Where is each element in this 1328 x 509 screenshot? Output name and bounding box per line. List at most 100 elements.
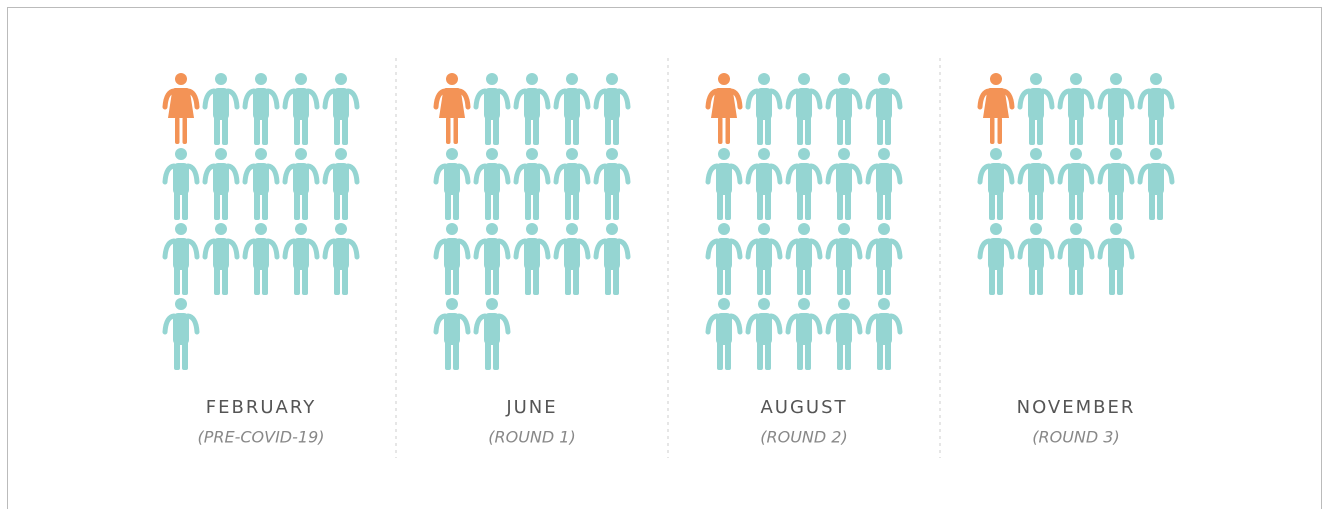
icon-leg — [725, 117, 730, 144]
icon-leg — [725, 265, 731, 295]
icon-leg — [182, 340, 188, 370]
person-icon — [977, 223, 1015, 295]
icon-head — [526, 73, 538, 85]
icon-arm — [496, 313, 511, 335]
icon-leg — [254, 115, 260, 145]
icon-head — [878, 223, 890, 235]
icon-arm — [162, 313, 177, 335]
icon-torso — [1028, 163, 1044, 195]
person-icon — [865, 73, 903, 145]
icon-leg — [797, 115, 803, 145]
icon-head — [255, 148, 267, 160]
icon-leg — [182, 190, 188, 220]
icon-torso — [756, 313, 772, 345]
icon-leg — [797, 265, 803, 295]
icon-head — [255, 73, 267, 85]
icon-head — [1030, 73, 1042, 85]
icon-arm — [576, 163, 591, 185]
icon-torso — [333, 238, 349, 270]
icon-torso — [213, 163, 229, 195]
icon-leg — [877, 265, 883, 295]
icon-head — [718, 223, 730, 235]
person-icon — [282, 223, 320, 295]
icon-torso — [1108, 88, 1124, 120]
person-icon — [1017, 73, 1055, 145]
icon-leg — [453, 117, 458, 144]
icon-arm — [768, 163, 783, 185]
icon-leg — [485, 190, 491, 220]
icon-head — [878, 298, 890, 310]
category-label: NOVEMBER — [1017, 397, 1136, 418]
icon-arm — [888, 238, 903, 260]
icon-leg — [446, 117, 451, 144]
icon-arm — [473, 313, 488, 335]
icon-arm — [496, 88, 511, 110]
icon-leg — [1117, 190, 1123, 220]
icon-leg — [453, 265, 459, 295]
icon-arm — [162, 238, 177, 260]
icon-leg — [485, 265, 491, 295]
person-icon — [322, 73, 360, 145]
icon-arm — [848, 163, 863, 185]
icon-leg — [573, 115, 579, 145]
icon-torso — [1028, 88, 1044, 120]
person-icon — [1097, 223, 1135, 295]
icon-head — [990, 223, 1002, 235]
icon-arm — [1040, 238, 1055, 260]
person-icon — [513, 223, 551, 295]
icon-arm — [225, 163, 240, 185]
icon-head — [718, 298, 730, 310]
icon-arm — [225, 88, 240, 110]
person-icon — [785, 223, 823, 295]
icon-head — [255, 223, 267, 235]
icon-leg — [837, 115, 843, 145]
icon-leg — [485, 340, 491, 370]
icon-torso — [253, 88, 269, 120]
icon-torso — [1068, 88, 1084, 120]
icon-arm — [745, 163, 760, 185]
icon-leg — [605, 190, 611, 220]
icon-head — [446, 223, 458, 235]
icon-arm — [1097, 163, 1112, 185]
icon-head — [838, 148, 850, 160]
icon-torso — [333, 88, 349, 120]
icon-head — [526, 223, 538, 235]
icon-torso — [564, 88, 580, 120]
icon-head — [878, 73, 890, 85]
icon-arm — [728, 313, 743, 335]
icon-head — [1110, 148, 1122, 160]
icon-leg — [485, 115, 491, 145]
icon-leg — [837, 190, 843, 220]
icon-torso — [293, 88, 309, 120]
person-icon — [433, 148, 471, 220]
person-icon — [745, 148, 783, 220]
icon-arm — [265, 163, 280, 185]
icon-arm — [745, 238, 760, 260]
icon-torso — [836, 163, 852, 195]
icon-leg — [525, 190, 531, 220]
icon-arm — [242, 238, 257, 260]
icon-arm — [1000, 238, 1015, 260]
icon-arm — [1057, 238, 1072, 260]
icon-leg — [877, 115, 883, 145]
icon-leg — [877, 340, 883, 370]
icon-arm — [433, 313, 448, 335]
icon-arm — [825, 88, 840, 110]
icon-leg — [1077, 115, 1083, 145]
icon-leg — [302, 115, 308, 145]
icon-torso — [293, 163, 309, 195]
person-icon — [785, 298, 823, 370]
person-icon — [593, 73, 631, 145]
icon-leg — [725, 190, 731, 220]
icon-leg — [533, 265, 539, 295]
person-icon — [433, 298, 471, 370]
category-sublabel: (PRE-COVID-19) — [197, 428, 324, 447]
icon-torso — [796, 163, 812, 195]
category-label: AUGUST — [760, 397, 847, 418]
icon-arm — [1137, 88, 1152, 110]
icon-leg — [342, 190, 348, 220]
icon-arm — [745, 88, 760, 110]
icon-arm — [888, 313, 903, 335]
icon-arm — [322, 88, 337, 110]
icon-torso — [876, 163, 892, 195]
